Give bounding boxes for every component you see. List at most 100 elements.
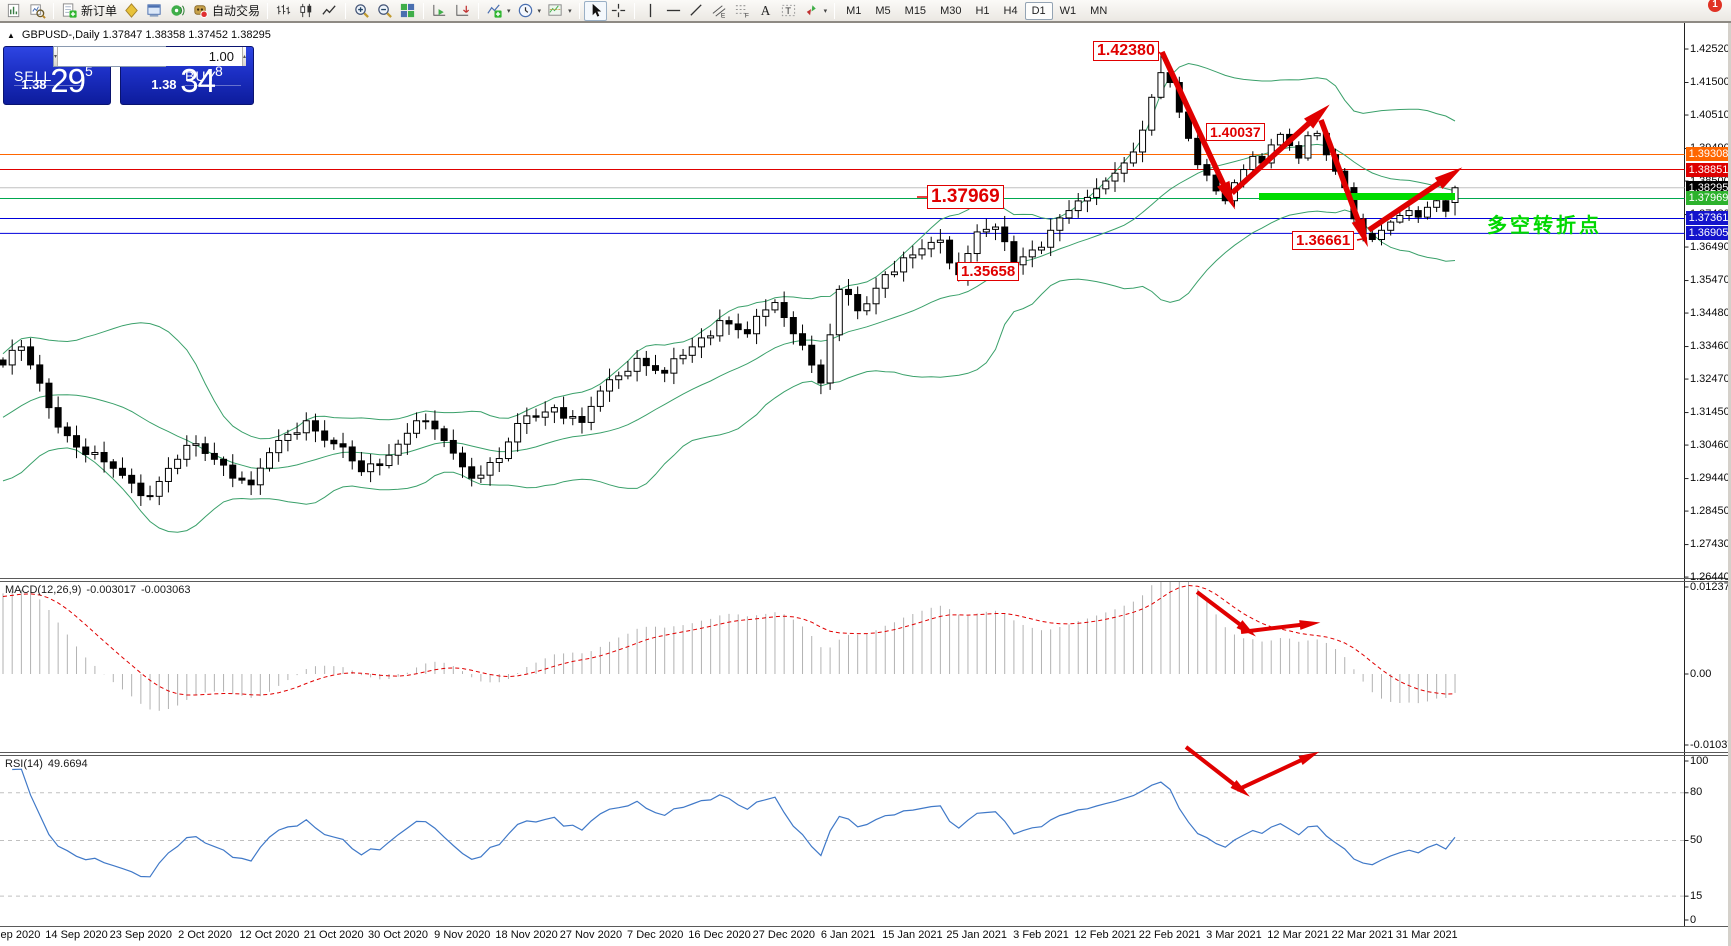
svg-text:A: A bbox=[760, 3, 770, 18]
trend-arrow[interactable] bbox=[1236, 755, 1309, 792]
vertical-line-button[interactable] bbox=[639, 1, 662, 21]
cursor-button[interactable] bbox=[583, 0, 607, 21]
support-zone-bar[interactable] bbox=[1259, 193, 1455, 200]
dropdown-arrow-icon[interactable]: ▾ bbox=[823, 7, 828, 15]
toolbar: 新订单 自动交易 ▾ ▾ ▾ E F A T ▾ M1 M5 M15 M30 H1 H4 D1 W1 MN 1 bbox=[0, 0, 1731, 32]
chart-shift-icon bbox=[456, 4, 470, 16]
strategy-tester-icon bbox=[171, 5, 185, 16]
y-axis-tick: 1.35470 bbox=[1690, 274, 1730, 287]
timeframe-button-h4[interactable]: H4 bbox=[1003, 4, 1018, 17]
candlesticks bbox=[0, 53, 1459, 506]
x-axis-date-label: 21 Oct 2020 bbox=[303, 929, 364, 941]
periods-button[interactable]: ▾ bbox=[514, 1, 545, 21]
x-axis-date-label: 6 Jan 2021 bbox=[820, 929, 876, 941]
arrows-button[interactable]: ▾ bbox=[800, 1, 831, 21]
y-axis-tick: 1.30460 bbox=[1690, 438, 1730, 451]
crosshair-icon bbox=[611, 3, 625, 18]
x-axis-date-label: 22 Mar 2021 bbox=[1331, 929, 1394, 941]
rsi-axis-tick: 50 bbox=[1690, 834, 1703, 846]
templates-button[interactable]: ▾ bbox=[544, 1, 575, 21]
x-axis-date-label: 3 Feb 2021 bbox=[1013, 929, 1069, 941]
indicators-icon bbox=[487, 4, 502, 18]
trend-arrow-head bbox=[1304, 104, 1330, 129]
volume-increment-button[interactable]: ▴ bbox=[242, 47, 247, 66]
vertical-line-icon bbox=[649, 3, 651, 18]
chart-profiles-button[interactable] bbox=[26, 1, 49, 21]
x-axis-date-label: 12 Mar 2021 bbox=[1267, 929, 1330, 941]
trend-arrow[interactable] bbox=[1195, 590, 1248, 631]
zoom-in-button[interactable] bbox=[350, 1, 373, 21]
price-annotation-label[interactable]: 1.42380 bbox=[1093, 41, 1159, 62]
line-chart-button[interactable] bbox=[318, 1, 341, 21]
x-axis-date-label: 3 Mar 2021 bbox=[1206, 929, 1262, 941]
annotations-layer bbox=[917, 49, 1463, 797]
price-level-box: 1.37969 bbox=[1686, 191, 1731, 206]
text-button[interactable]: A bbox=[754, 1, 777, 21]
timeframe-button-d1[interactable]: D1 bbox=[1024, 1, 1053, 20]
pane-splitter[interactable] bbox=[0, 753, 1731, 756]
analyst-note-text[interactable]: 多空转折点 bbox=[1487, 215, 1602, 237]
candlestick-chart-icon bbox=[300, 3, 312, 18]
x-axis-date-label: 9 Nov 2020 bbox=[434, 929, 491, 941]
timeframe-button-m5[interactable]: M5 bbox=[875, 4, 891, 17]
toolbar-separator bbox=[834, 2, 836, 19]
strategy-tester-button[interactable] bbox=[166, 1, 189, 21]
trend-arrow[interactable] bbox=[1184, 745, 1242, 791]
notification-badge: 1 bbox=[1708, 0, 1722, 12]
chart-shift-button[interactable] bbox=[451, 1, 474, 21]
volume-control: ▾ ▴ bbox=[53, 46, 247, 67]
text-label-icon: T bbox=[781, 4, 795, 17]
tile-windows-button[interactable] bbox=[396, 1, 419, 21]
dropdown-arrow-icon[interactable]: ▾ bbox=[568, 7, 572, 15]
y-axis-tick: 1.29440 bbox=[1690, 472, 1730, 485]
rsi-label: RSI(14) 49.6694 bbox=[5, 758, 88, 770]
trend-arrow[interactable] bbox=[1230, 113, 1319, 196]
terminal-button[interactable] bbox=[143, 1, 166, 21]
auto-scroll-button[interactable] bbox=[428, 1, 451, 21]
horizontal-line-button[interactable] bbox=[662, 1, 685, 21]
symbol-ohlc-text: GBPUSD-,Daily 1.37847 1.38358 1.37452 1.… bbox=[21, 29, 271, 41]
bar-chart-button[interactable] bbox=[272, 1, 295, 21]
fibonacci-button[interactable]: F bbox=[731, 1, 754, 21]
collapse-icon[interactable]: ▲ bbox=[7, 30, 15, 40]
line-chart-icon bbox=[322, 5, 336, 15]
rsi-axis-tick: 0 bbox=[1690, 913, 1697, 926]
new-order-button[interactable]: 新订单 bbox=[58, 1, 120, 21]
text-label-button[interactable]: T bbox=[777, 1, 800, 21]
autotrading-button[interactable]: 自动交易 bbox=[189, 1, 263, 21]
timeframe-button-mn[interactable]: MN bbox=[1090, 4, 1108, 17]
new-chart-button[interactable] bbox=[3, 1, 26, 21]
equidistant-channel-button[interactable]: E bbox=[708, 1, 731, 21]
timeframe-button-m1[interactable]: M1 bbox=[846, 4, 862, 17]
x-axis-date-label: 2 Oct 2020 bbox=[178, 929, 233, 941]
trend-arrow[interactable] bbox=[1240, 622, 1309, 634]
metaeditor-button[interactable] bbox=[120, 1, 143, 21]
timeframe-button-h1[interactable]: H1 bbox=[975, 4, 990, 17]
price-annotation-label[interactable]: 1.36661 bbox=[1292, 231, 1355, 251]
timeframe-button-m30[interactable]: M30 bbox=[940, 4, 962, 17]
trendline-button[interactable] bbox=[685, 1, 708, 21]
trend-arrow[interactable] bbox=[1159, 50, 1231, 196]
crosshair-button[interactable] bbox=[607, 1, 630, 21]
trend-arrow[interactable] bbox=[1367, 174, 1450, 233]
sell-price: 1.38 295 bbox=[21, 62, 93, 99]
price-annotation-label[interactable]: 1.35658 bbox=[957, 262, 1020, 282]
pane-splitter[interactable] bbox=[0, 579, 1731, 582]
y-axis-tick: 1.41500 bbox=[1690, 76, 1730, 88]
volume-decrement-button[interactable]: ▾ bbox=[54, 47, 59, 66]
x-axis-date-label: 31 Mar 2021 bbox=[1395, 929, 1458, 941]
volume-input[interactable] bbox=[58, 47, 243, 66]
trend-arrow[interactable] bbox=[1318, 119, 1365, 232]
candlestick-chart-button[interactable] bbox=[295, 1, 318, 21]
trendline-icon bbox=[689, 4, 702, 16]
timeframe-button-w1[interactable]: W1 bbox=[1059, 4, 1077, 17]
dropdown-arrow-icon[interactable]: ▾ bbox=[507, 7, 511, 15]
indicators-button[interactable]: ▾ bbox=[483, 1, 514, 21]
zoom-out-button[interactable] bbox=[373, 1, 396, 21]
price-annotation-label[interactable]: 1.37969 bbox=[927, 185, 1004, 209]
timeframe-button-m15[interactable]: M15 bbox=[904, 4, 927, 17]
dropdown-arrow-icon[interactable]: ▾ bbox=[537, 7, 542, 15]
periods-icon bbox=[518, 3, 532, 18]
price-annotation-label[interactable]: 1.40037 bbox=[1206, 123, 1265, 142]
